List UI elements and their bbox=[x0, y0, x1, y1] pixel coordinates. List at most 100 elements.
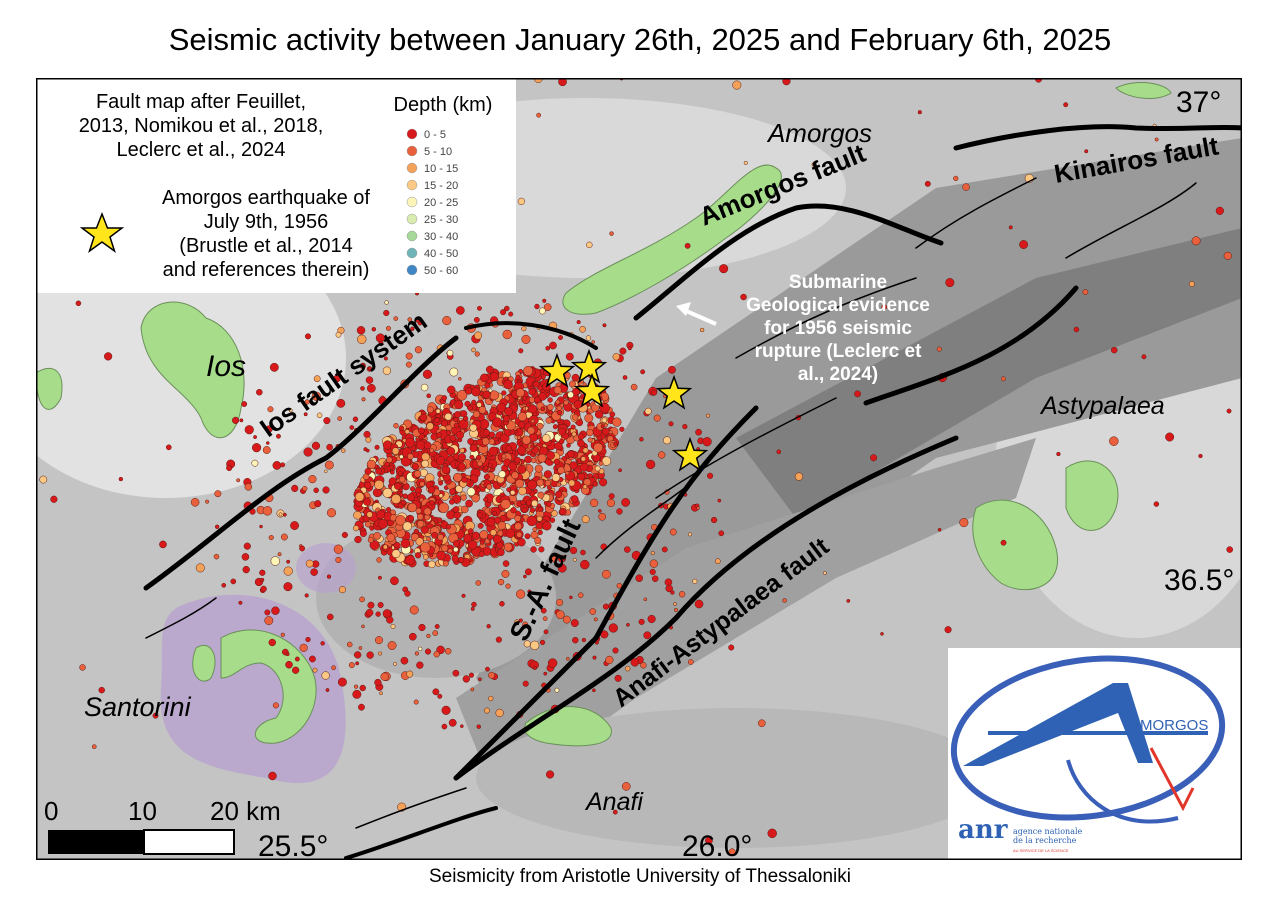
earthquake-point bbox=[241, 553, 250, 561]
earthquake-point bbox=[673, 602, 677, 606]
earthquake-point bbox=[413, 528, 419, 534]
earthquake-point bbox=[497, 578, 505, 586]
scale-bar: 0 10 20 km bbox=[44, 796, 281, 855]
earthquake-point bbox=[630, 383, 638, 391]
earthquake-point bbox=[391, 447, 400, 455]
earthquake-point bbox=[409, 605, 419, 615]
earthquake-point bbox=[253, 435, 258, 439]
depth-label: 0 - 5 bbox=[424, 129, 446, 141]
earthquake-point bbox=[468, 672, 475, 678]
earthquake-point bbox=[98, 686, 105, 694]
fault-ios bbox=[143, 335, 459, 591]
earthquake-point bbox=[554, 441, 563, 451]
earthquake-point bbox=[476, 487, 481, 493]
earthquake-point bbox=[475, 454, 482, 461]
earthquake-point bbox=[822, 571, 827, 575]
earthquake-point bbox=[647, 614, 656, 624]
earthquake-point bbox=[364, 467, 372, 475]
earthquake-point bbox=[384, 461, 390, 468]
earthquake-point bbox=[410, 326, 415, 332]
earthquake-point bbox=[438, 480, 444, 486]
depth-swatch bbox=[406, 230, 418, 242]
svg-text:MORGOS: MORGOS bbox=[1140, 717, 1208, 734]
earthquake-point bbox=[424, 648, 432, 655]
star-icon bbox=[573, 372, 611, 408]
earthquake-point bbox=[479, 539, 485, 545]
earthquake-point bbox=[356, 326, 366, 335]
earthquake-point bbox=[650, 551, 655, 556]
earthquake-point bbox=[406, 493, 415, 502]
earthquake-point bbox=[323, 417, 331, 425]
earthquake-point bbox=[449, 367, 459, 377]
earthquake-point bbox=[365, 376, 374, 384]
earthquake-point bbox=[521, 326, 527, 332]
earthquake-point bbox=[608, 493, 615, 500]
earthquake-point bbox=[501, 569, 510, 578]
earthquake-point bbox=[452, 506, 460, 513]
earthquake-point bbox=[416, 513, 424, 521]
earthquake-point bbox=[286, 559, 291, 564]
earthquake-point bbox=[302, 485, 308, 492]
earthquake-point bbox=[478, 551, 485, 558]
earthquake-point bbox=[445, 524, 451, 530]
earthquake-point bbox=[661, 546, 668, 553]
earthquake-point bbox=[436, 456, 446, 466]
earthquake-point bbox=[555, 490, 563, 498]
earthquake-point bbox=[461, 505, 469, 514]
earthquake-point bbox=[517, 412, 527, 422]
earthquake-point bbox=[241, 401, 248, 407]
earthquake-point bbox=[400, 500, 407, 506]
earthquake-point bbox=[612, 353, 620, 361]
1956-epicenters bbox=[538, 348, 709, 472]
earthquake-point bbox=[360, 362, 366, 368]
earthquake-point bbox=[718, 530, 725, 537]
earthquake-point bbox=[272, 461, 282, 470]
earthquake-point bbox=[601, 569, 611, 579]
earthquake-point bbox=[962, 183, 970, 191]
earthquake-point bbox=[283, 582, 293, 592]
earthquake-point bbox=[534, 303, 540, 310]
earthquake-point bbox=[404, 590, 411, 597]
earthquake-point bbox=[513, 429, 518, 434]
earthquake-point bbox=[565, 352, 574, 361]
earthquake-point bbox=[586, 429, 594, 437]
earthquake-point bbox=[619, 347, 627, 355]
earthquake-point bbox=[547, 403, 554, 411]
earthquake-point bbox=[540, 406, 546, 412]
earthquake-point bbox=[477, 522, 484, 529]
earthquake-point bbox=[514, 515, 521, 522]
svg-text:July 9th, 1956: July 9th, 1956 bbox=[204, 211, 329, 233]
earthquake-point bbox=[476, 460, 483, 467]
earthquake-point bbox=[469, 444, 478, 452]
earthquake-point bbox=[335, 556, 342, 564]
svg-text:2013, Nomikou et al., 2018,: 2013, Nomikou et al., 2018, bbox=[79, 115, 324, 137]
earthquake-point bbox=[280, 632, 285, 637]
earthquake-point bbox=[687, 532, 692, 537]
earthquake-point bbox=[369, 525, 375, 531]
earthquake-point bbox=[441, 395, 448, 401]
earthquake-points bbox=[39, 78, 1233, 860]
earthquake-point bbox=[555, 399, 561, 405]
earthquake-point bbox=[556, 598, 564, 606]
earthquake-point bbox=[505, 583, 511, 589]
earthquake-point bbox=[471, 531, 480, 540]
earthquake-point bbox=[364, 521, 372, 528]
earthquake-point bbox=[390, 576, 399, 586]
earthquake-point bbox=[664, 578, 673, 587]
earthquake-point bbox=[525, 499, 532, 506]
earthquake-point bbox=[375, 611, 381, 617]
earthquake-point bbox=[953, 175, 959, 182]
earthquake-point bbox=[348, 662, 355, 669]
svg-text:anr: anr bbox=[958, 815, 1008, 845]
earthquake-point bbox=[459, 447, 465, 454]
earthquake-point bbox=[489, 372, 499, 382]
earthquake-point bbox=[456, 306, 465, 315]
earthquake-point bbox=[453, 422, 460, 429]
earthquake-point bbox=[533, 666, 537, 670]
earthquake-point bbox=[870, 454, 878, 462]
earthquake-point bbox=[400, 656, 409, 665]
earthquake-point bbox=[464, 400, 471, 407]
annotation-arrow bbox=[676, 302, 717, 326]
earthquake-point bbox=[600, 424, 605, 429]
earthquake-point bbox=[426, 406, 434, 414]
